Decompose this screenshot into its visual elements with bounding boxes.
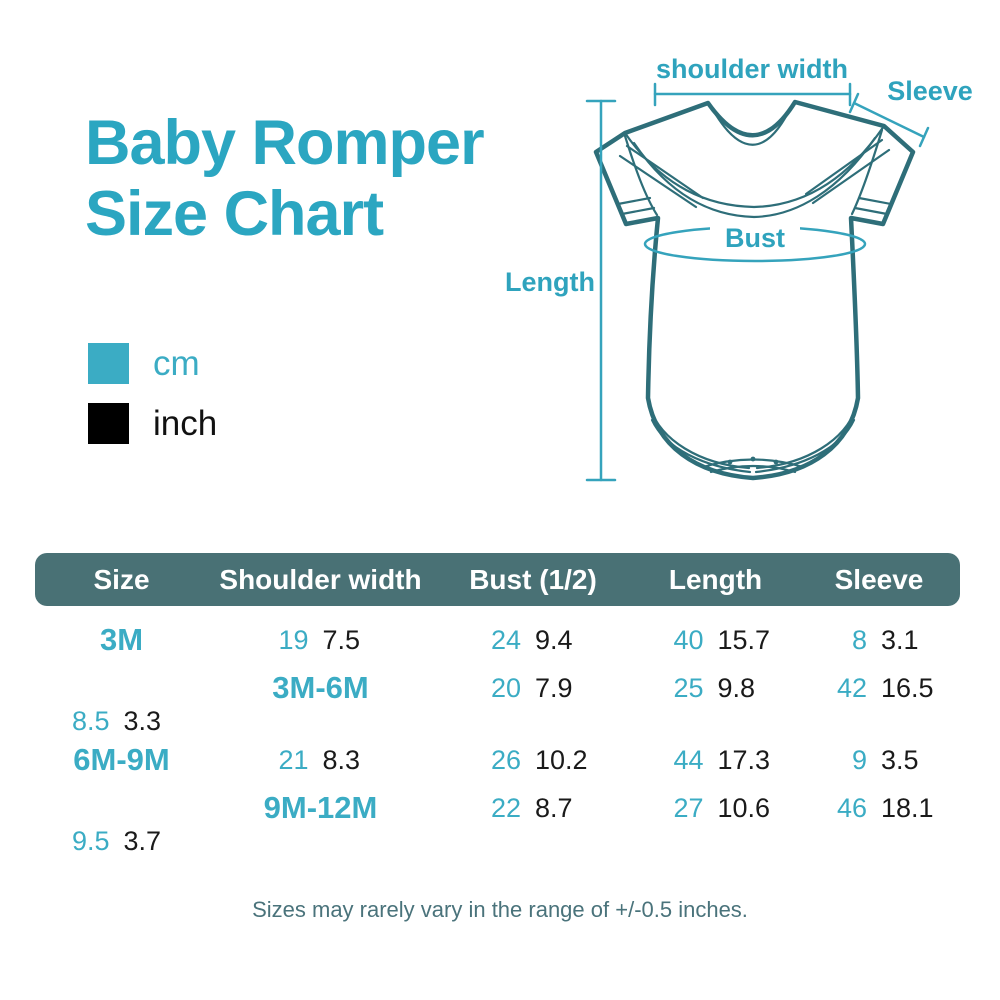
romper-detail-lines	[616, 107, 893, 474]
cm-value: 9.5	[71, 826, 110, 856]
length-value: 42 16.5	[798, 673, 960, 704]
inch-value: 17.3	[717, 744, 771, 775]
snap-buttons-icon	[727, 456, 779, 465]
inch-value: 9.8	[717, 672, 756, 703]
header-length: Length	[668, 563, 763, 595]
bust-value: 26 10.2	[433, 745, 633, 776]
cm-value: 21	[278, 744, 309, 775]
legend-item-cm: cm	[88, 343, 217, 384]
bust-value: 25 9.8	[633, 673, 798, 704]
length-value: 40 15.7	[633, 625, 798, 656]
size-table: Size Shoulder width Bust (1/2) Length Sl…	[35, 553, 960, 856]
cm-value: 44	[673, 744, 704, 775]
cm-value: 27	[673, 792, 704, 823]
page-title-line2: Size Chart	[85, 178, 384, 249]
table-row: 6M-9M 21 8.3 26 10.2 44 17.3 9 3.5	[35, 730, 960, 790]
sleeve-value: 8 3.1	[798, 625, 960, 656]
inch-value: 8.7	[535, 792, 573, 823]
page-title-line1: Baby Romper	[85, 108, 485, 178]
shoulder-width-value: 20 7.9	[433, 673, 633, 704]
cm-value: 20	[490, 672, 521, 703]
inch-value: 18.1	[881, 792, 934, 823]
inch-value: 10.6	[717, 792, 771, 823]
inch-value: 15.7	[717, 624, 771, 655]
size-label: 6M-9M	[73, 742, 170, 777]
cm-value: 24	[490, 624, 521, 655]
shoulder-width-label: shoulder width	[656, 54, 848, 84]
bust-value: 27 10.6	[633, 793, 798, 824]
table-row: 3M-6M 20 7.9 25 9.8 42 16.5 8.5 3.3	[35, 670, 960, 736]
length-label: Length	[505, 267, 595, 297]
legend-item-inch: inch	[88, 403, 217, 444]
sleeve-label: Sleeve	[887, 76, 973, 106]
cm-value: 46	[836, 792, 867, 823]
sleeve-value: 8.5 3.3	[35, 706, 208, 737]
sleeve-value: 9.5 3.7	[35, 826, 208, 857]
inch-value: 16.5	[881, 672, 934, 703]
header-bust: Bust (1/2)	[469, 563, 597, 595]
inch-value: 10.2	[535, 744, 588, 775]
cm-value: 22	[490, 792, 521, 823]
inch-value: 7.9	[535, 672, 573, 703]
inch-legend-label: inch	[153, 403, 218, 443]
inch-value: 9.4	[535, 624, 573, 655]
cm-value: 42	[836, 672, 867, 703]
size-label: 3M-6M	[272, 670, 369, 705]
inch-color-swatch	[88, 403, 129, 444]
size-label: 3M	[99, 622, 144, 657]
inch-value: 3.1	[881, 624, 919, 655]
cm-legend-label: cm	[153, 343, 200, 383]
inch-value: 8.3	[322, 744, 361, 775]
inch-value: 7.5	[322, 624, 361, 655]
romper-outline-icon	[593, 99, 916, 481]
bust-value: 24 9.4	[433, 625, 633, 656]
unit-legend: cm inch	[88, 343, 217, 463]
inch-value: 3.3	[123, 706, 162, 736]
cm-value: 26	[490, 744, 521, 775]
page-title: Baby Romper Size Chart	[85, 108, 485, 249]
table-header-row: Size Shoulder width Bust (1/2) Length Sl…	[35, 553, 960, 606]
cm-value: 9	[851, 744, 867, 775]
table-body: 3M 19 7.5 24 9.4 40 15.7 8 3.1	[35, 610, 960, 856]
bust-label-backdrop	[710, 224, 800, 252]
length-value: 44 17.3	[633, 745, 798, 776]
size-label: 9M-12M	[263, 790, 378, 825]
header-shoulder-width: Shoulder width	[219, 563, 422, 595]
cm-value: 19	[278, 624, 309, 655]
cm-value: 40	[673, 624, 704, 655]
header-sleeve: Sleeve	[834, 563, 924, 595]
cm-value: 25	[673, 672, 704, 703]
sleeve-value: 9 3.5	[798, 745, 960, 776]
measurement-lines	[585, 82, 930, 482]
shoulder-width-value: 21 8.3	[208, 745, 433, 776]
table-row: 3M 19 7.5 24 9.4 40 15.7 8 3.1	[35, 610, 960, 670]
size-variance-note: Sizes may rarely vary in the range of +/…	[252, 897, 748, 922]
cm-color-swatch	[88, 343, 129, 384]
baby-romper-diagram: shoulder width Sleeve Length Bust	[505, 54, 973, 482]
inch-value: 3.5	[881, 744, 919, 775]
table-row: 9M-12M 22 8.7 27 10.6 46 18.1 9.5 3.7	[35, 790, 960, 856]
cm-value: 8.5	[71, 706, 110, 736]
inch-value: 3.7	[123, 826, 162, 856]
bust-label: Bust	[725, 223, 785, 253]
length-value: 46 18.1	[798, 793, 960, 824]
shoulder-width-value: 22 8.7	[433, 793, 633, 824]
header-size: Size	[93, 563, 150, 595]
shoulder-width-value: 19 7.5	[208, 625, 433, 656]
cm-value: 8	[851, 624, 867, 655]
